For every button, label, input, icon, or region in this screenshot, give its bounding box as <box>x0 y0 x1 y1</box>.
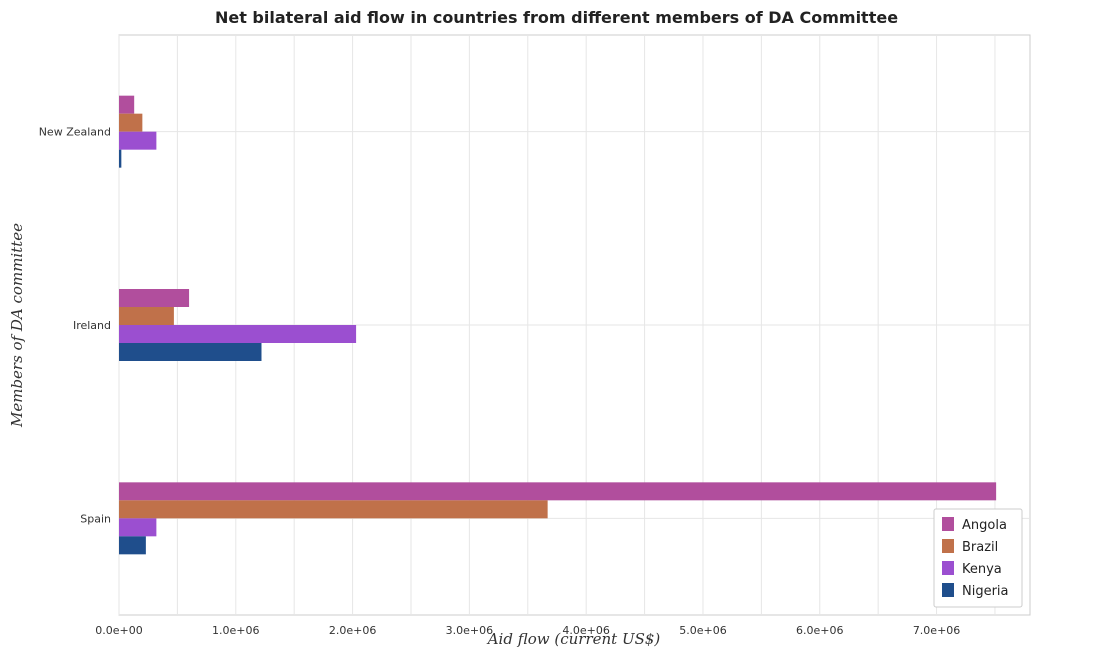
x-tick-label: 6.0e+06 <box>796 624 843 637</box>
bar-brazil-spain <box>119 500 548 519</box>
x-tick-label: 1.0e+06 <box>212 624 259 637</box>
legend-swatch <box>942 561 954 575</box>
legend-box <box>933 508 1023 608</box>
bar-kenya-spain <box>119 518 157 537</box>
bar-angola-new-zealand <box>119 95 135 114</box>
x-tick-label: 4.0e+06 <box>562 624 609 637</box>
legend: Angola Brazil Kenya Nigeria <box>933 508 1023 608</box>
bars <box>119 95 997 555</box>
x-tick-label: 0.0e+00 <box>95 624 142 637</box>
y-axis-label: Members of DA committee <box>8 223 26 428</box>
y-tick-label: New Zealand <box>39 126 111 139</box>
bar-kenya-ireland <box>119 325 357 343</box>
bar-angola-spain <box>119 482 997 501</box>
legend-swatch <box>942 539 954 553</box>
bar-nigeria-ireland <box>119 343 262 361</box>
x-tick-label: 2.0e+06 <box>329 624 376 637</box>
legend-label: Brazil <box>962 540 998 555</box>
legend-swatch <box>942 583 954 597</box>
legend-swatch <box>942 517 954 531</box>
x-tick-label: 3.0e+06 <box>446 624 493 637</box>
bar-brazil-new-zealand <box>119 113 143 132</box>
x-axis-label: Aid flow (current US$) <box>486 630 661 648</box>
bar-angola-ireland <box>119 289 190 307</box>
legend-label: Kenya <box>962 562 1002 577</box>
bar-brazil-ireland <box>119 307 174 325</box>
y-tick-label: Spain <box>80 512 111 525</box>
bar-nigeria-spain <box>119 536 146 555</box>
chart-title: Net bilateral aid flow in countries from… <box>214 8 899 27</box>
legend-label: Nigeria <box>962 584 1009 599</box>
bar-nigeria-new-zealand <box>119 149 122 168</box>
tick-labels: 0.0e+00 1.0e+06 2.0e+06 3.0e+06 4.0e+06 5.0e+… <box>39 126 961 637</box>
y-tick-label: Ireland <box>73 319 111 332</box>
bar-kenya-new-zealand <box>119 131 157 150</box>
x-tick-label: 5.0e+06 <box>679 624 726 637</box>
legend-label: Angola <box>962 518 1007 533</box>
x-tick-label: 7.0e+06 <box>913 624 960 637</box>
